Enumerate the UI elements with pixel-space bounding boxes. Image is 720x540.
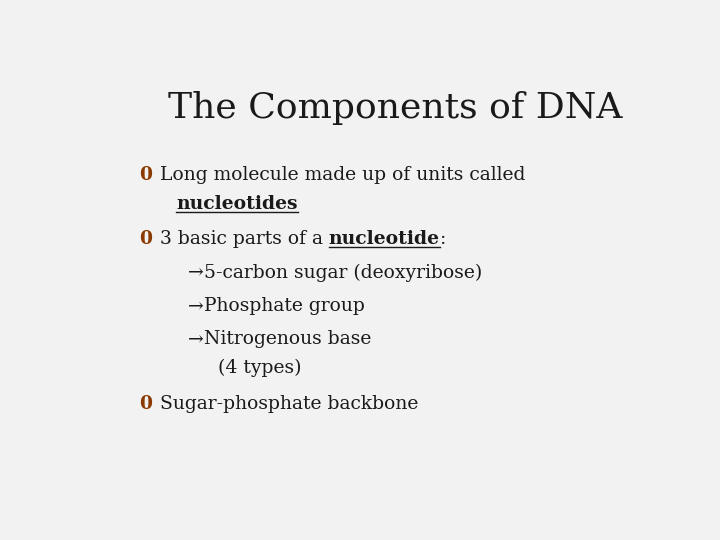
Text: 5-carbon sugar (deoxyribose): 5-carbon sugar (deoxyribose) xyxy=(204,264,482,282)
Text: →: → xyxy=(188,264,203,282)
Text: The Components of DNA: The Components of DNA xyxy=(168,91,623,125)
Text: nucleotide: nucleotide xyxy=(329,231,440,248)
Text: 0: 0 xyxy=(139,166,153,184)
Text: nucleotides: nucleotides xyxy=(176,195,298,213)
Text: :: : xyxy=(440,231,446,248)
Text: 3 basic parts of a: 3 basic parts of a xyxy=(160,231,329,248)
Text: Sugar-phosphate backbone: Sugar-phosphate backbone xyxy=(160,395,418,413)
Text: Nitrogenous base: Nitrogenous base xyxy=(204,330,372,348)
Text: →: → xyxy=(188,330,203,348)
Text: (4 types): (4 types) xyxy=(218,359,302,377)
Text: Long molecule made up of units called: Long molecule made up of units called xyxy=(160,166,525,184)
Text: Phosphate group: Phosphate group xyxy=(204,297,365,315)
Text: 0: 0 xyxy=(139,395,153,413)
Text: →: → xyxy=(188,297,203,315)
Text: 0: 0 xyxy=(139,231,153,248)
